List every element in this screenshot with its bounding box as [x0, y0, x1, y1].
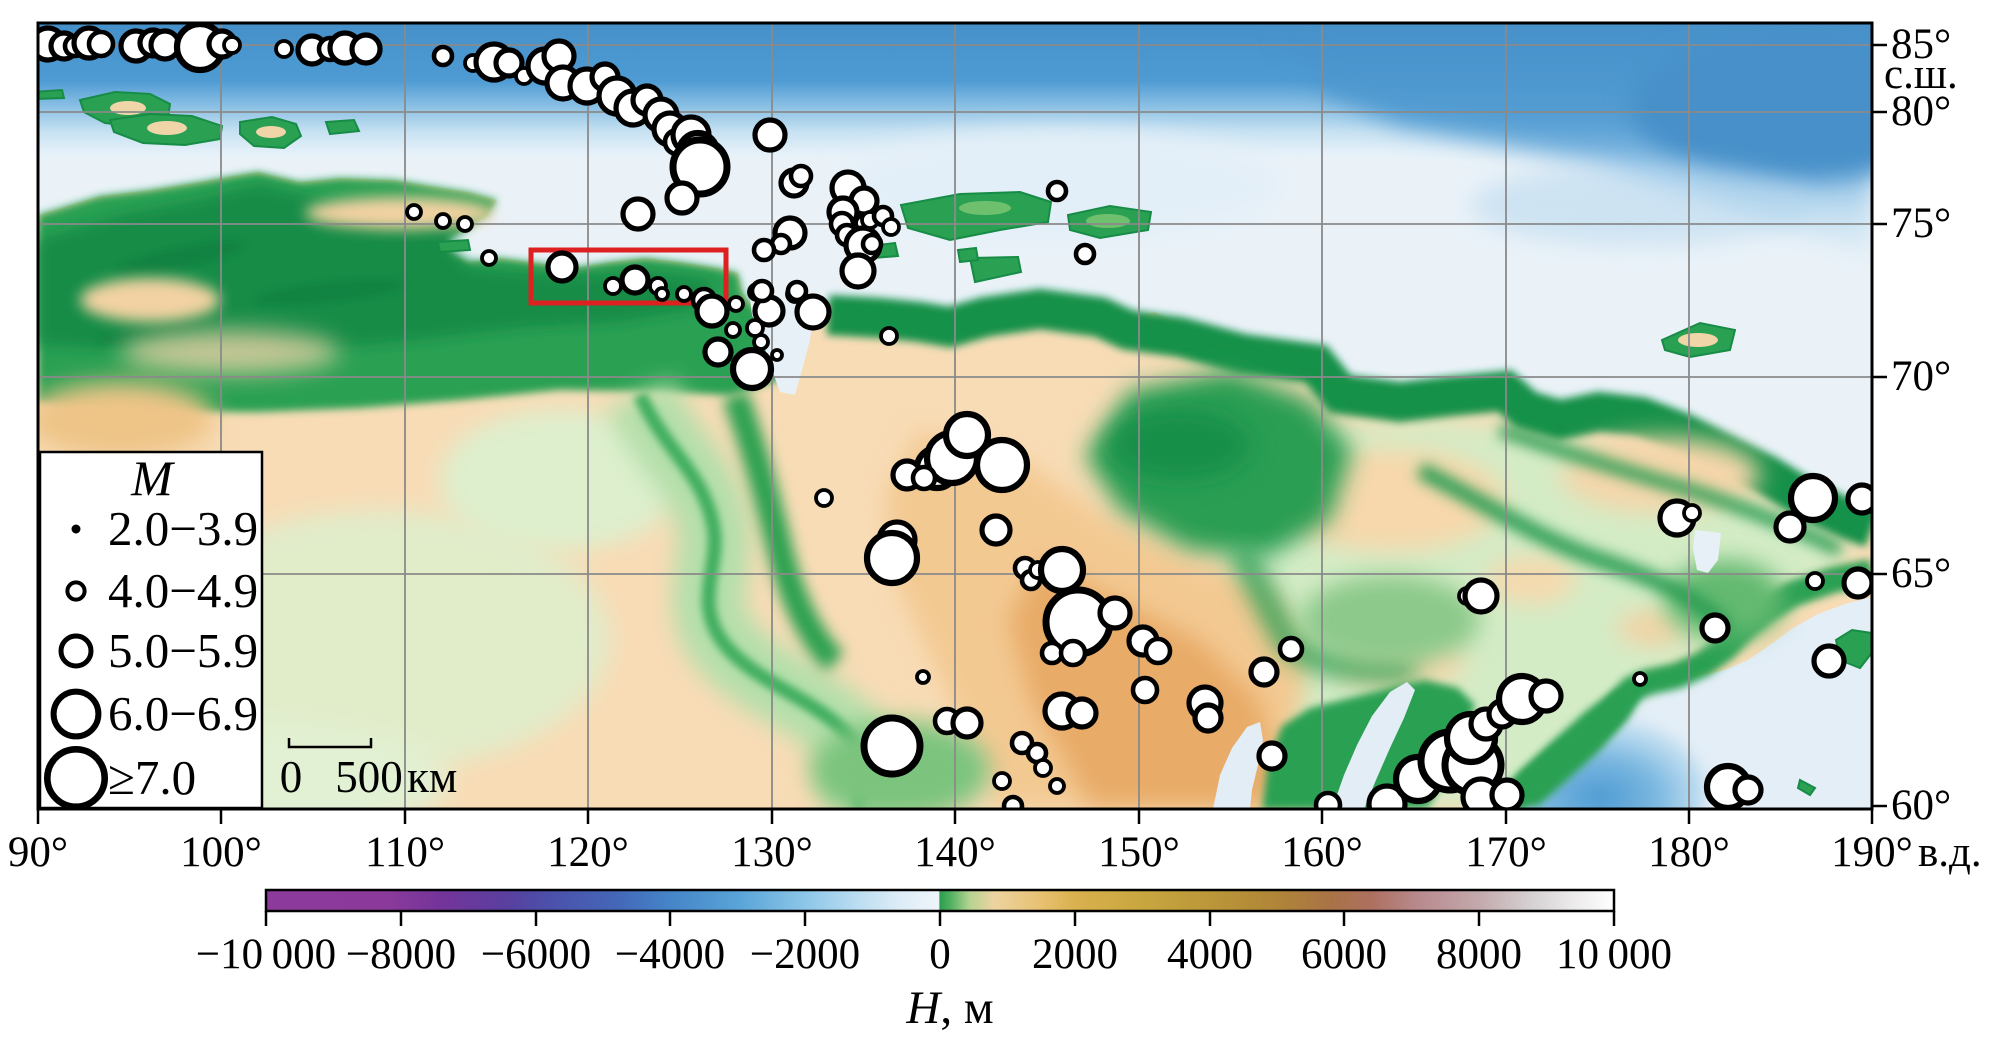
svg-text:85°: 85°	[1891, 21, 1951, 68]
svg-text:130°: 130°	[731, 829, 813, 876]
svg-text:км: км	[407, 752, 457, 802]
svg-text:2000: 2000	[1032, 931, 1118, 978]
svg-text:−10 000: −10 000	[196, 931, 336, 978]
svg-text:170°: 170°	[1465, 829, 1547, 876]
svg-text:−4000: −4000	[615, 931, 725, 978]
svg-text:75°: 75°	[1891, 200, 1951, 247]
svg-text:100°: 100°	[180, 829, 262, 876]
svg-text:150°: 150°	[1098, 829, 1180, 876]
svg-text:4000: 4000	[1167, 931, 1253, 978]
svg-text:190°: 190°	[1831, 829, 1913, 876]
svg-text:120°: 120°	[547, 829, 629, 876]
svg-text:H, м: H, м	[905, 982, 993, 1034]
svg-text:10 000: 10 000	[1556, 931, 1672, 978]
svg-text:6000: 6000	[1301, 931, 1387, 978]
svg-text:80°: 80°	[1891, 88, 1951, 135]
svg-text:110°: 110°	[365, 829, 445, 876]
svg-text:0: 0	[280, 752, 303, 802]
svg-text:65°: 65°	[1891, 550, 1951, 597]
svg-text:6.0−6.9: 6.0−6.9	[108, 686, 258, 741]
svg-text:180°: 180°	[1648, 829, 1730, 876]
svg-text:5.0−5.9: 5.0−5.9	[108, 623, 258, 678]
svg-text:0: 0	[929, 931, 951, 978]
svg-text:−8000: −8000	[346, 931, 456, 978]
svg-text:−6000: −6000	[481, 931, 591, 978]
svg-text:160°: 160°	[1281, 829, 1363, 876]
svg-text:2.0−3.9: 2.0−3.9	[108, 501, 258, 556]
svg-text:M: M	[130, 450, 175, 506]
svg-text:с.ш.: с.ш.	[1884, 51, 1958, 98]
svg-text:≥7.0: ≥7.0	[108, 750, 196, 805]
svg-text:90°: 90°	[8, 829, 68, 876]
svg-text:70°: 70°	[1891, 353, 1951, 400]
svg-text:в.д.: в.д.	[1918, 829, 1982, 876]
svg-text:60°: 60°	[1891, 782, 1951, 829]
svg-text:500: 500	[335, 752, 403, 802]
svg-text:140°: 140°	[914, 829, 996, 876]
svg-text:4.0−4.9: 4.0−4.9	[108, 563, 258, 618]
svg-text:−2000: −2000	[750, 931, 860, 978]
svg-text:8000: 8000	[1436, 931, 1522, 978]
